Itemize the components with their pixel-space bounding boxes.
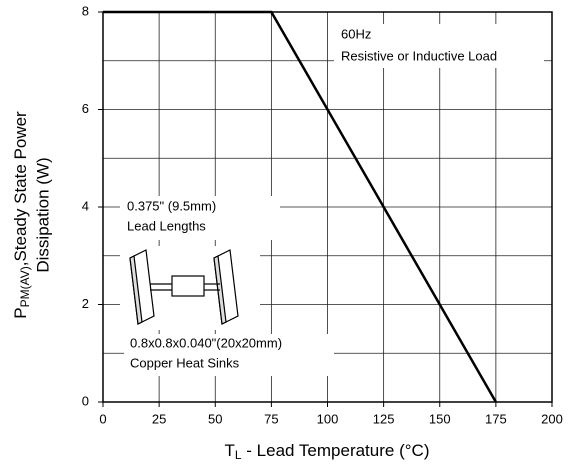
y-axis-title: PPM(AV),Steady State Power Dissipation (… <box>11 111 52 319</box>
x-tick-label: 50 <box>208 411 222 426</box>
y-tick-label: 8 <box>82 3 89 18</box>
annotation: 0.375" (9.5mm) <box>127 198 216 213</box>
annotation: 60Hz <box>341 26 371 41</box>
y-tick-label: 6 <box>82 101 89 116</box>
x-tick-label: 0 <box>99 411 106 426</box>
x-tick-label: 25 <box>152 411 166 426</box>
annotation: 0.8x0.8x0.040"(20x20mm) <box>130 335 282 350</box>
x-tick-label: 125 <box>373 411 395 426</box>
y-axis-title-line2: Dissipation (W) <box>33 157 52 272</box>
page: {"chart_data": {"type": "line", "x": [0,… <box>0 0 572 469</box>
y-tick-label: 2 <box>82 296 89 311</box>
x-tick-label: 175 <box>485 411 507 426</box>
annotation: Copper Heat Sinks <box>130 355 240 370</box>
y-axis-title-line1: PPM(AV),Steady State Power <box>11 111 32 319</box>
annotation: Resistive or Inductive Load <box>341 48 497 63</box>
chart: 60Hz Resistive or Inductive Load 0.375" … <box>0 0 572 469</box>
x-tick-label: 150 <box>429 411 451 426</box>
x-tick-label: 75 <box>264 411 278 426</box>
y-tick-label: 4 <box>82 198 89 213</box>
x-tick-label: 100 <box>317 411 339 426</box>
x-axis-title: TL - Lead Temperature (°C) <box>225 441 430 462</box>
y-tick-label: 0 <box>82 393 89 408</box>
annotation: Lead Lengths <box>127 218 206 233</box>
x-tick-label: 200 <box>541 411 563 426</box>
